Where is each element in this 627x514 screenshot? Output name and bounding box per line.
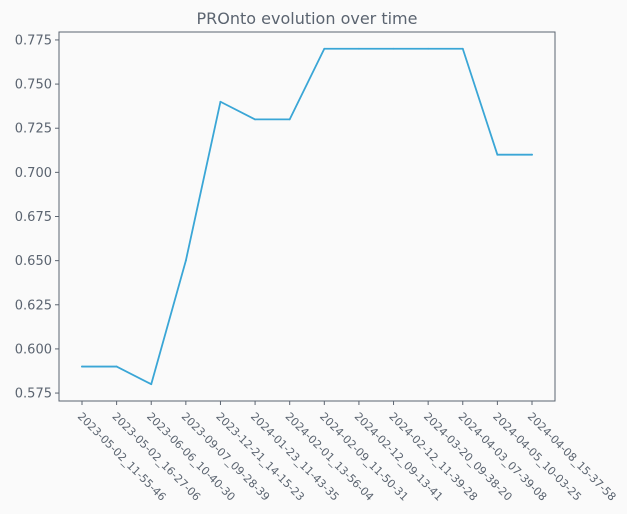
data-point [150,383,153,386]
y-tick-label: 0.625 [15,298,52,313]
series-layer [81,47,533,386]
y-tick-label: 0.600 [15,342,52,357]
y-tick-label: 0.575 [15,387,52,402]
data-point [81,365,83,368]
data-point [219,100,222,103]
series-line [81,47,533,386]
y-tick-label: 0.700 [15,166,52,181]
y-tick-label: 0.775 [15,33,52,48]
data-point [184,259,187,262]
data-point [531,153,533,156]
data-point [115,365,118,368]
data-point [288,118,291,121]
y-tick-label: 0.675 [15,210,52,225]
chart-title: PROnto evolution over time [197,9,418,28]
data-point [392,47,395,50]
y-tick-label: 0.725 [15,122,52,137]
data-point [427,47,430,50]
data-point [496,153,499,156]
y-tick-label: 0.750 [15,78,52,93]
y-tick-label: 0.650 [15,254,52,269]
y-axis: 0.575 0.600 0.625 0.650 0.675 0.700 0.725 0.750… [15,33,59,402]
data-point [461,47,464,50]
data-point [323,47,326,50]
data-point [254,118,256,121]
data-point [358,47,360,50]
